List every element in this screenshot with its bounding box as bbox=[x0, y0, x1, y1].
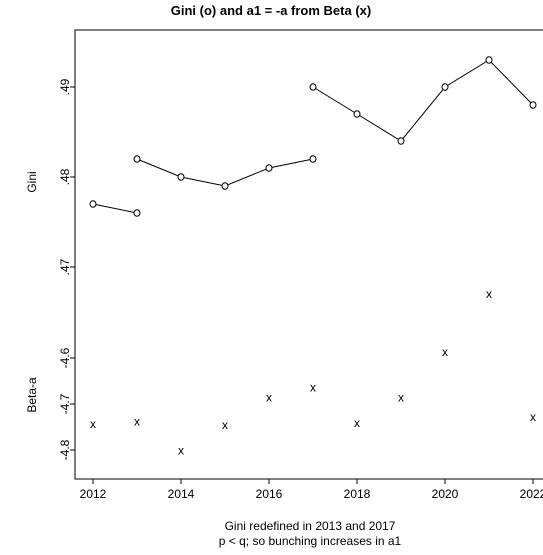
gini-point-2014-seg2 bbox=[177, 173, 185, 181]
beta-point-2021: x bbox=[486, 287, 492, 301]
gini-series bbox=[92, 59, 534, 214]
x-axis-label-line-2: p < q; so bunching increases in a1 bbox=[219, 534, 402, 548]
y-tick-label-.49: .49 bbox=[58, 78, 72, 95]
beta-markers: x x x x x x x x x x x bbox=[90, 287, 536, 457]
gini-point-2019-seg3 bbox=[397, 137, 405, 145]
y-axis-label-gini: Gini bbox=[25, 171, 39, 192]
gini-point-2018-seg3 bbox=[353, 110, 361, 118]
beta-point-2022: x bbox=[530, 410, 536, 424]
beta-point-2013: x bbox=[134, 414, 140, 428]
gini-point-2021-seg3 bbox=[485, 56, 493, 64]
x-tick-label-2014: 2014 bbox=[168, 487, 195, 501]
gini-point-2013-seg1 bbox=[133, 209, 141, 217]
gini-markers bbox=[89, 56, 537, 217]
gini-point-2015-seg2 bbox=[221, 182, 229, 190]
beta-point-2017: x bbox=[310, 380, 316, 394]
x-tick-label-2018: 2018 bbox=[344, 487, 371, 501]
gini-point-2020-seg3 bbox=[441, 83, 449, 91]
gini-point-2022-seg3 bbox=[529, 101, 537, 109]
y-tick-label--4.8: -4.8 bbox=[58, 439, 72, 460]
beta-point-2014: x bbox=[178, 443, 184, 457]
x-tick-label-2016: 2016 bbox=[256, 487, 283, 501]
chart-title: Gini (o) and a1 = -a from Beta (x) bbox=[171, 3, 371, 18]
beta-point-2015: x bbox=[222, 418, 228, 432]
y-tick-label--4.6: -4.6 bbox=[58, 347, 72, 368]
gini-point-2013-seg2 bbox=[133, 155, 141, 163]
gini-point-2012-seg1 bbox=[89, 200, 97, 208]
y-tick-label--4.7: -4.7 bbox=[58, 393, 72, 414]
gini-line-segment-1 bbox=[92, 203, 138, 214]
x-tick-label-2012: 2012 bbox=[80, 487, 107, 501]
gini-point-2016-seg2 bbox=[265, 164, 273, 172]
beta-point-2012: x bbox=[90, 417, 96, 431]
gini-point-2017-seg2 bbox=[309, 155, 317, 163]
beta-point-2019: x bbox=[398, 391, 404, 405]
x-tick-label-2020: 2020 bbox=[432, 487, 459, 501]
beta-point-2018: x bbox=[354, 416, 360, 430]
axes: 2012 2014 2016 2018 2020 2022 .47 .48 .49 -4.8 -4.… bbox=[58, 78, 543, 501]
beta-point-2016: x bbox=[266, 391, 272, 405]
plot-frame bbox=[74, 29, 543, 480]
gini-line-segment-3 bbox=[312, 59, 534, 142]
gini-point-2017-seg3 bbox=[309, 83, 317, 91]
x-tick-label-2022: 2022 bbox=[520, 487, 543, 501]
x-axis-label-line-1: Gini redefined in 2013 and 2017 bbox=[225, 519, 396, 533]
y-axis-label-beta: Beta-a bbox=[25, 377, 39, 413]
y-tick-label-.48: .48 bbox=[58, 168, 72, 185]
gini-line-segment-2 bbox=[136, 158, 314, 187]
beta-point-2020: x bbox=[442, 345, 448, 359]
y-tick-label-.47: .47 bbox=[58, 258, 72, 275]
